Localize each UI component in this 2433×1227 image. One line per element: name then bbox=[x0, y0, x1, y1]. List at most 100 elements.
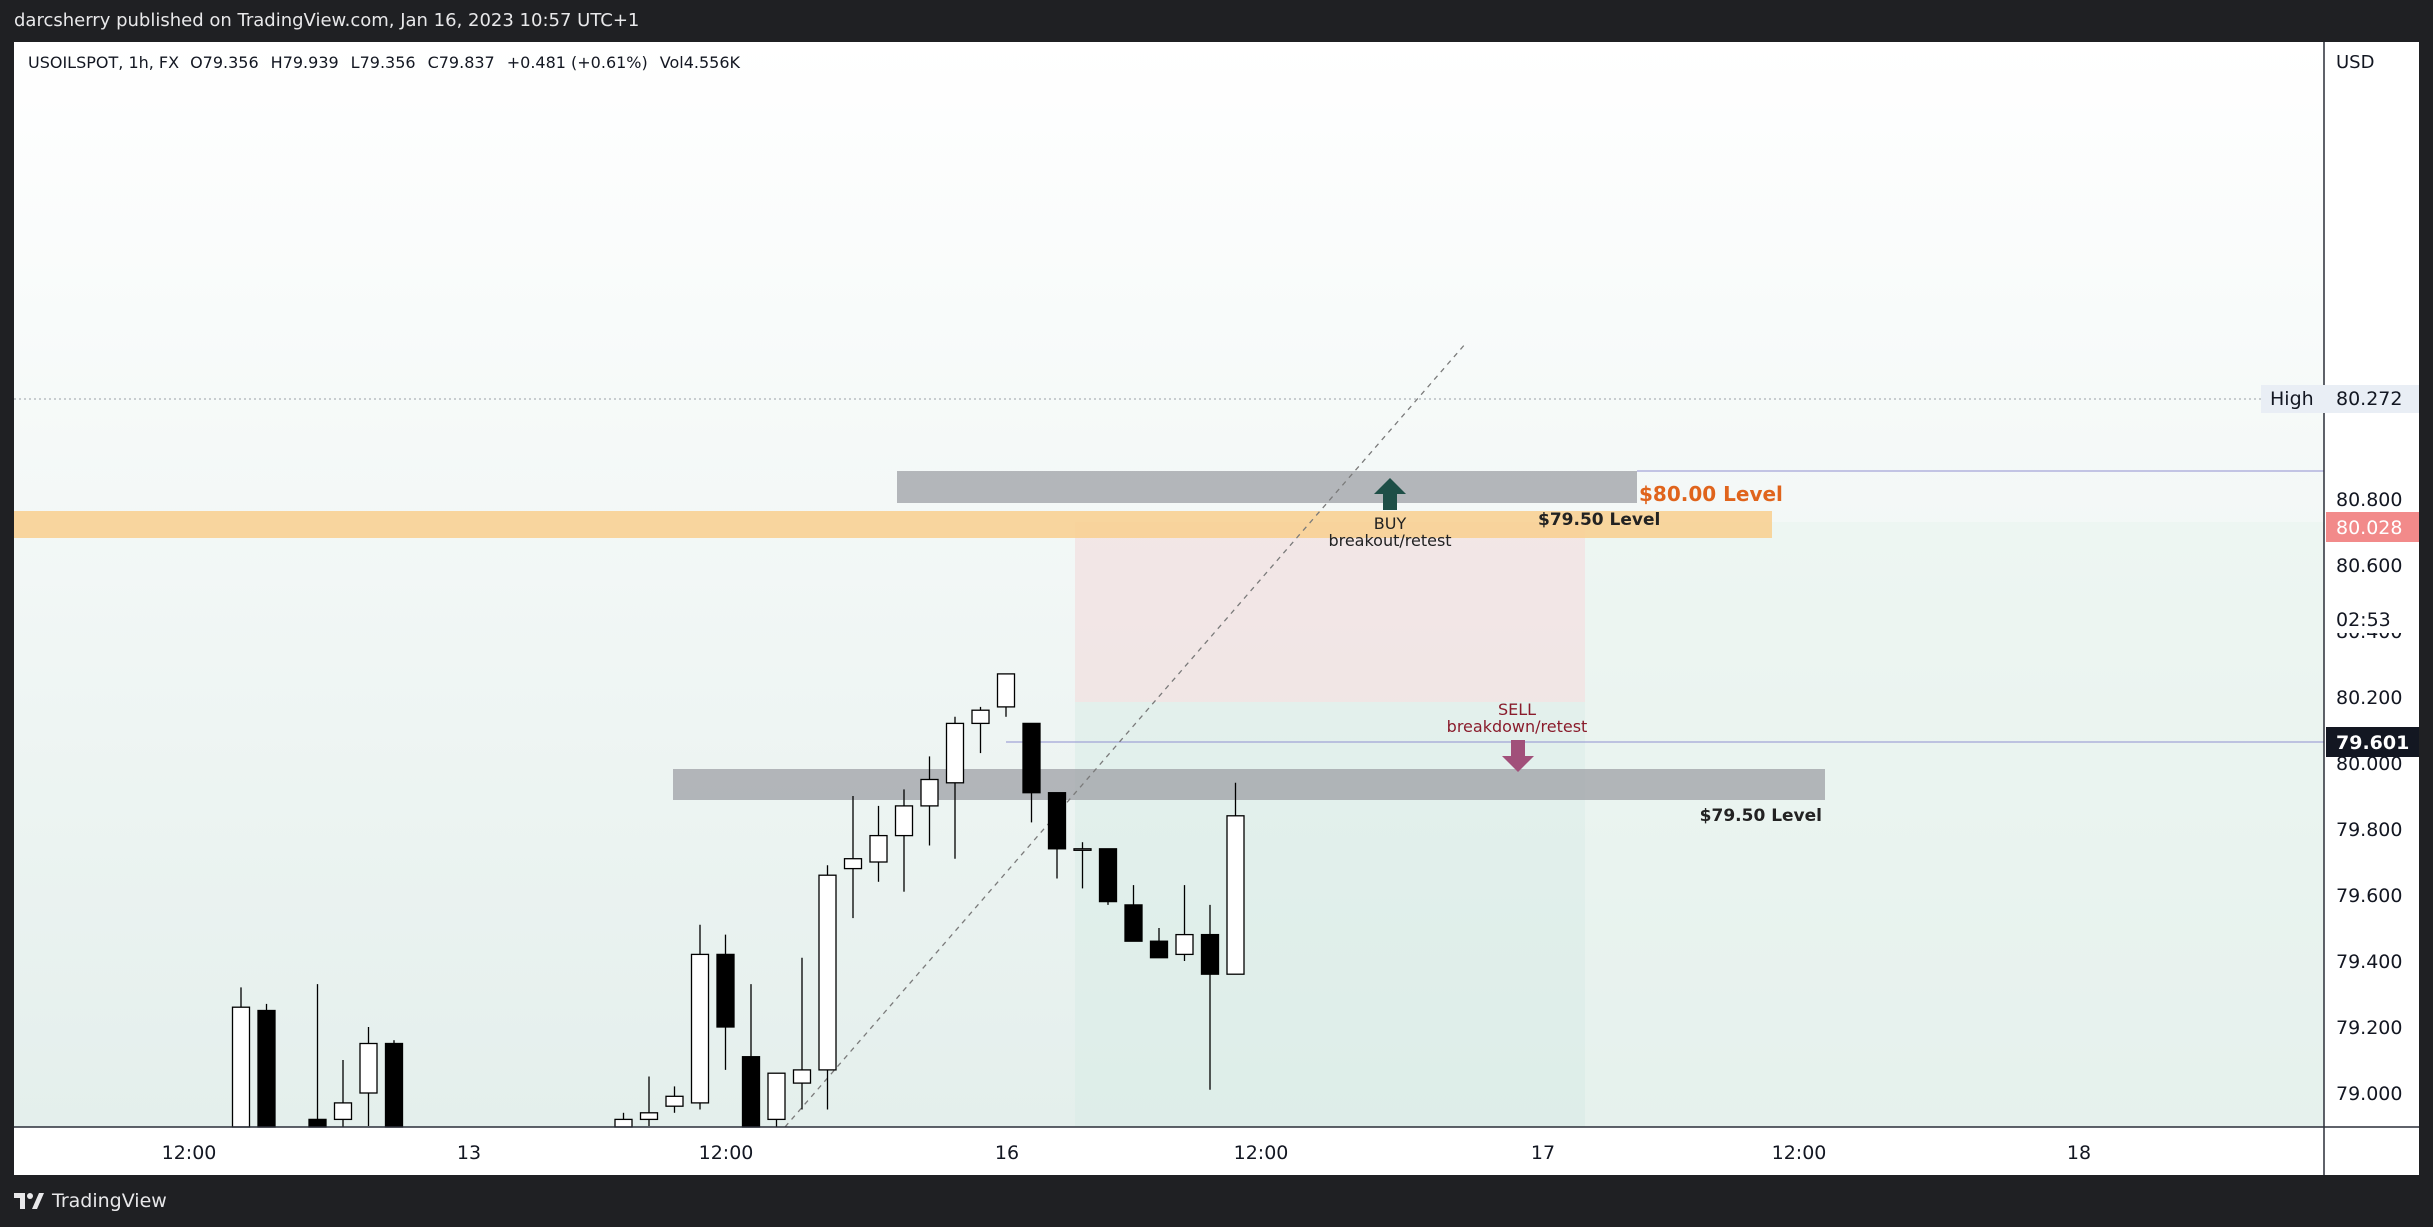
candle-body bbox=[920, 778, 939, 807]
time-tick-label: 16 bbox=[995, 1142, 1019, 1164]
risk-zone bbox=[1075, 522, 1585, 702]
legend-low: L79.356 bbox=[351, 53, 416, 72]
current-price-text: 80.028 bbox=[2336, 517, 2402, 539]
time-tick-label: 13 bbox=[457, 1142, 481, 1164]
buy-arrow-icon bbox=[1374, 478, 1406, 510]
candle-body bbox=[767, 1072, 786, 1121]
trendline bbox=[784, 342, 1467, 1128]
time-axis-ticks: 12:00 13 12:00 16 12:00 17 12:00 18 bbox=[162, 1142, 2091, 1164]
candle-body bbox=[869, 834, 888, 863]
candle-body bbox=[1047, 792, 1067, 850]
candle-body bbox=[894, 805, 914, 837]
candle-body bbox=[1073, 848, 1092, 851]
time-tick-label: 12:00 bbox=[162, 1142, 217, 1164]
tradingview-logo-icon bbox=[14, 1193, 44, 1209]
candle-body bbox=[308, 1118, 327, 1128]
buy-label: BUY bbox=[1374, 514, 1407, 533]
candle-body bbox=[690, 953, 710, 1104]
high-badge-value: 80.272 bbox=[2336, 388, 2402, 410]
candle bbox=[818, 865, 837, 1110]
candle bbox=[1047, 792, 1067, 879]
candle bbox=[996, 673, 1016, 717]
candle bbox=[741, 984, 761, 1128]
zone-7950-lower bbox=[673, 769, 1825, 800]
legend-open: O79.356 bbox=[190, 53, 259, 72]
candle-body bbox=[716, 953, 735, 1028]
candle bbox=[257, 1003, 276, 1128]
candle-body bbox=[996, 673, 1016, 708]
candle bbox=[767, 1072, 786, 1127]
candle-body bbox=[614, 1118, 633, 1128]
candle-body bbox=[257, 1009, 276, 1128]
legend-line: USOILSPOT, 1h, FX O79.356 H79.939 L79.356 C7… bbox=[28, 53, 740, 72]
candle bbox=[665, 1086, 684, 1113]
candle-body bbox=[1022, 722, 1041, 794]
currency-label: USD bbox=[2336, 52, 2374, 73]
candle-body bbox=[639, 1112, 659, 1121]
legend-change: +0.481 (+0.61%) bbox=[507, 53, 648, 72]
candle bbox=[1226, 782, 1245, 975]
candle bbox=[639, 1076, 659, 1126]
candle bbox=[690, 924, 710, 1110]
current-price-badge bbox=[2326, 512, 2419, 542]
candle bbox=[359, 1027, 378, 1126]
candle-body bbox=[1124, 904, 1143, 942]
candle bbox=[843, 796, 863, 919]
legend-close: C79.837 bbox=[428, 53, 495, 72]
legend-high: H79.939 bbox=[271, 53, 339, 72]
sell-label: SELL bbox=[1498, 700, 1536, 719]
candle-body bbox=[1098, 848, 1118, 903]
candles bbox=[231, 673, 1245, 1128]
level-7950-upper-label: $79.50 Level bbox=[1538, 510, 1660, 530]
price-tick-label: 80.200 bbox=[2336, 687, 2402, 709]
candle-body bbox=[359, 1042, 378, 1094]
candle-body bbox=[741, 1056, 761, 1128]
legend-symbol: USOILSPOT, 1h, FX bbox=[28, 53, 179, 72]
candlestick-chart[interactable]: $80.00 Level $79.50 Level $79.50 Level B… bbox=[14, 42, 2419, 1175]
price-tick-label: 79.400 bbox=[2336, 951, 2402, 973]
candle bbox=[716, 934, 735, 1070]
candle bbox=[1098, 848, 1118, 905]
time-tick-label: 12:00 bbox=[1772, 1142, 1827, 1164]
price-tick-label: 79.200 bbox=[2336, 1017, 2402, 1039]
price-tick-label: 79.800 bbox=[2336, 819, 2402, 841]
zone-7950-upper bbox=[14, 511, 1772, 538]
candle-body bbox=[1226, 815, 1245, 975]
time-tick-label: 18 bbox=[2067, 1142, 2091, 1164]
candle-body bbox=[1175, 933, 1194, 956]
candle bbox=[333, 1060, 353, 1127]
candle bbox=[869, 805, 888, 882]
chart-frame: $80.00 Level $79.50 Level $79.50 Level B… bbox=[14, 42, 2419, 1175]
zone-80-level bbox=[897, 471, 1637, 503]
candle bbox=[1175, 885, 1194, 961]
price-tick-label: 79.000 bbox=[2336, 1083, 2402, 1105]
candle bbox=[1200, 904, 1220, 1090]
candle-body bbox=[945, 722, 965, 784]
candle-body bbox=[1149, 940, 1169, 959]
candle-body bbox=[665, 1095, 684, 1107]
candle-body bbox=[1200, 933, 1220, 975]
candle bbox=[945, 716, 965, 859]
buy-sublabel: breakout/retest bbox=[1328, 531, 1451, 550]
time-tick-label: 12:00 bbox=[699, 1142, 754, 1164]
candle bbox=[231, 987, 251, 1128]
high-badge-label: High bbox=[2270, 388, 2314, 410]
reward-zone bbox=[1075, 702, 1585, 1127]
level-7950-lower-label: $79.50 Level bbox=[1700, 806, 1822, 826]
brand-label: TradingView bbox=[52, 1190, 167, 1212]
time-axis-background bbox=[14, 1127, 2324, 1175]
candle bbox=[971, 706, 990, 754]
candle bbox=[384, 1040, 404, 1128]
candle bbox=[920, 756, 939, 846]
candle bbox=[894, 789, 914, 892]
price-tick-label: 79.600 bbox=[2336, 885, 2402, 907]
publisher-line: darcsherry published on TradingView.com,… bbox=[14, 10, 640, 31]
price-tick-label: 80.600 bbox=[2336, 555, 2402, 577]
sell-sublabel: breakdown/retest bbox=[1447, 717, 1588, 736]
candle bbox=[1073, 842, 1092, 889]
candle bbox=[1022, 722, 1041, 823]
candle-body bbox=[843, 858, 863, 870]
candle-body bbox=[231, 1006, 251, 1128]
high-badge bbox=[2261, 385, 2419, 413]
level-price-text: 79.601 bbox=[2336, 732, 2409, 754]
